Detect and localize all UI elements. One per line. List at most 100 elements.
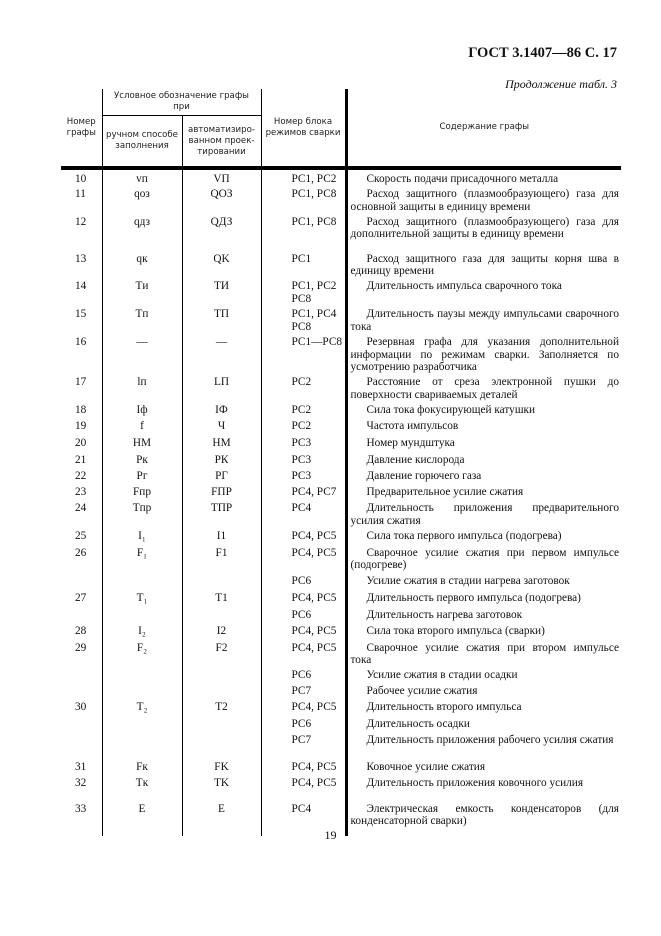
cell-content: Давление горючего газа	[344, 467, 621, 484]
table-row: РС6 Длительность осадки	[61, 715, 621, 732]
cell-number	[61, 715, 102, 731]
header-content: Содержание графы	[344, 89, 621, 170]
table-row: 21 Pк РК РС3 Давление кислорода	[61, 451, 621, 468]
cell-manual: Fпр	[101, 483, 182, 500]
cell-block: РС4, РС5	[260, 698, 347, 716]
cell-block: РС6	[260, 605, 347, 622]
cell-automated	[181, 682, 262, 699]
cell-content: Резервная графа для указания дополнитель…	[344, 333, 621, 374]
cell-manual: qк	[101, 249, 182, 278]
cell-number: 32	[75, 777, 87, 790]
cell-automated: TK	[181, 774, 262, 801]
table-row: 27 T₁ T1 РС4, РС5 Длительность первого импул…	[61, 588, 621, 606]
table-row: 24 Tпр ТПР РС4 Длительность приложения предв…	[61, 499, 621, 527]
cell-block: РС2	[260, 417, 347, 435]
table-row: 18 Iф IФ РС2 Сила тока фокусирующей катушки	[61, 401, 621, 418]
cell-content: Расстояние от среза электронной пушки до…	[344, 373, 621, 402]
cell-content: Частота импульсов	[344, 417, 621, 435]
table-row: 11 qоз QОЗ РС1, РС8 Расход защитного (плазмо…	[61, 185, 621, 213]
document-header: ГОСТ 3.1407—86 С. 17	[468, 45, 617, 61]
cell-block: РС1, РС8	[260, 185, 347, 213]
cell-number: 11	[75, 188, 86, 201]
cell-block: РС4, РС5	[260, 638, 347, 667]
cell-automated: LП	[181, 373, 262, 402]
cell-number: 28	[75, 624, 87, 637]
cell-content: Расход защитного (плазмообразующего) газ…	[344, 185, 621, 213]
cell-block: РС4, РС5	[260, 543, 347, 572]
cell-manual: E	[101, 800, 182, 837]
table-row: 16— — РС1—РС8 Резервная графа для указания …	[61, 333, 621, 374]
cell-block: РС4, РС5	[260, 758, 347, 775]
cell-manual	[101, 605, 182, 622]
cell-number: 25	[75, 529, 87, 542]
cell-automated	[181, 715, 262, 732]
cell-manual: Tи	[101, 277, 182, 306]
cell-content: Длительность приложения ковочного усилия	[344, 774, 621, 801]
cell-block: РС4	[260, 499, 347, 527]
cell-block: РС3	[260, 451, 347, 468]
cell-block: РС1, РС4 РС8	[260, 305, 347, 334]
cell-automated: QK	[181, 249, 262, 278]
cell-number: 18	[75, 404, 87, 417]
cell-automated: T2	[181, 698, 262, 716]
table-row: РС6 Усилие сжатия в стадии нагрева загото…	[61, 571, 621, 589]
table-row: 23 Fпр FПР РС4, РС7 Предварительное усилие с…	[61, 483, 621, 500]
cell-block: РС4, РС7	[260, 483, 347, 500]
cell-manual: Fк	[101, 758, 182, 775]
cell-block: РС4, РС5	[260, 774, 347, 801]
cell-number	[61, 682, 102, 698]
cell-number: 21	[75, 454, 87, 467]
cell-content: Длительность приложения предварительного…	[344, 499, 621, 527]
table-row: 32 Tк TK РС4, РС5 Длительность приложения ко…	[61, 774, 621, 801]
cell-automated: F2	[181, 638, 262, 667]
cell-content: Длительность паузы между импульсами свар…	[344, 305, 621, 334]
table-body: 10 vп VП РС1, РС2 Скорость подачи присадочно…	[61, 168, 621, 837]
cell-number: 24	[75, 502, 87, 515]
table-row: 22 Pг РГ РС3 Давление горючего газа	[61, 467, 621, 484]
cell-automated: IФ	[181, 401, 262, 418]
cell-automated: FПР	[181, 483, 262, 500]
table-row: 25 I₁ I1 РС4, РС5 Сила тока первого импульса…	[61, 526, 621, 544]
cell-manual: F₂	[101, 638, 182, 667]
cell-block: РС2	[260, 373, 347, 402]
cell-content: Сила тока второго импульса (сварки)	[344, 621, 621, 639]
cell-number: 20	[75, 437, 87, 450]
cell-manual: qоз	[101, 185, 182, 213]
cell-automated	[181, 731, 262, 759]
cell-block: РС6	[260, 715, 347, 732]
cell-automated: —	[181, 333, 262, 374]
cell-automated: РК	[181, 451, 262, 468]
cell-block: РС4	[260, 800, 347, 837]
cell-number	[61, 666, 102, 682]
header-block: Номер блока режимов сварки	[260, 89, 347, 170]
cell-content: Скорость подачи присадочного металла	[344, 168, 621, 186]
cell-content: Расход защитного (плазмообразующего) газ…	[344, 212, 621, 250]
cell-block: РС3	[260, 434, 347, 452]
table-row: РС7 Рабочее усилие сжатия	[61, 682, 621, 699]
header-automated: автоматизиро-ванном проек-тировании	[181, 115, 262, 170]
cell-number: 17	[75, 376, 87, 389]
cell-manual	[101, 571, 182, 589]
cell-block: РС4, РС5	[260, 588, 347, 606]
header-manual: ручном способе заполнения	[102, 115, 183, 170]
cell-block: РС1—РС8	[260, 333, 347, 374]
cell-number: 23	[75, 486, 87, 499]
cell-content: Номер мундштука	[344, 434, 621, 452]
cell-content: Длительность осадки	[344, 715, 621, 732]
cell-number	[61, 572, 102, 589]
cell-block: РС1	[260, 249, 347, 278]
cell-manual: I₁	[101, 526, 182, 544]
cell-number: 29	[75, 641, 87, 654]
cell-automated: E	[181, 800, 262, 837]
cell-block: РС1, РС2 РС8	[260, 277, 347, 306]
cell-manual: T₁	[101, 588, 182, 606]
cell-automated	[181, 571, 262, 589]
cell-number: 19	[75, 420, 87, 433]
cell-block: РС1, РС8	[260, 212, 347, 250]
cell-number: 13	[75, 252, 87, 265]
cell-content: Длительность первого импульса (подогрева…	[344, 588, 621, 606]
table-row: 15 Tп ТП РС1, РС4 РС8 Длительность паузы меж…	[61, 305, 621, 334]
cell-automated: РГ	[181, 467, 262, 484]
cell-number: 27	[75, 591, 87, 604]
cell-manual: f	[101, 417, 182, 435]
